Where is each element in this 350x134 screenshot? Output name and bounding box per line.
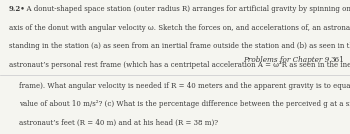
Text: astronaut’s feet (R = 40 m) and at his head (R = 38 m)?: astronaut’s feet (R = 40 m) and at his h… (19, 119, 218, 127)
Text: astronaut’s personal rest frame (which has a centripetal acceleration A = ω²R as: astronaut’s personal rest frame (which h… (9, 61, 350, 69)
Text: standing in the station (a) as seen from an inertial frame outside the station a: standing in the station (a) as seen from… (9, 42, 350, 50)
Text: axis of the donut with angular velocity ω. Sketch the forces on, and acceleratio: axis of the donut with angular velocity … (9, 24, 350, 32)
Text: 361: 361 (331, 56, 345, 64)
Text: Problems for Chapter 9: Problems for Chapter 9 (243, 56, 329, 64)
Text: value of about 10 m/s²? (c) What is the percentage difference between the percei: value of about 10 m/s²? (c) What is the … (19, 100, 350, 108)
Text: 9.2•: 9.2• (9, 5, 26, 13)
Text: frame). What angular velocity is needed if R = 40 meters and the apparent gravit: frame). What angular velocity is needed … (19, 82, 350, 90)
Text: A donut-shaped space station (outer radius R) arranges for artificial gravity by: A donut-shaped space station (outer radi… (22, 5, 350, 13)
